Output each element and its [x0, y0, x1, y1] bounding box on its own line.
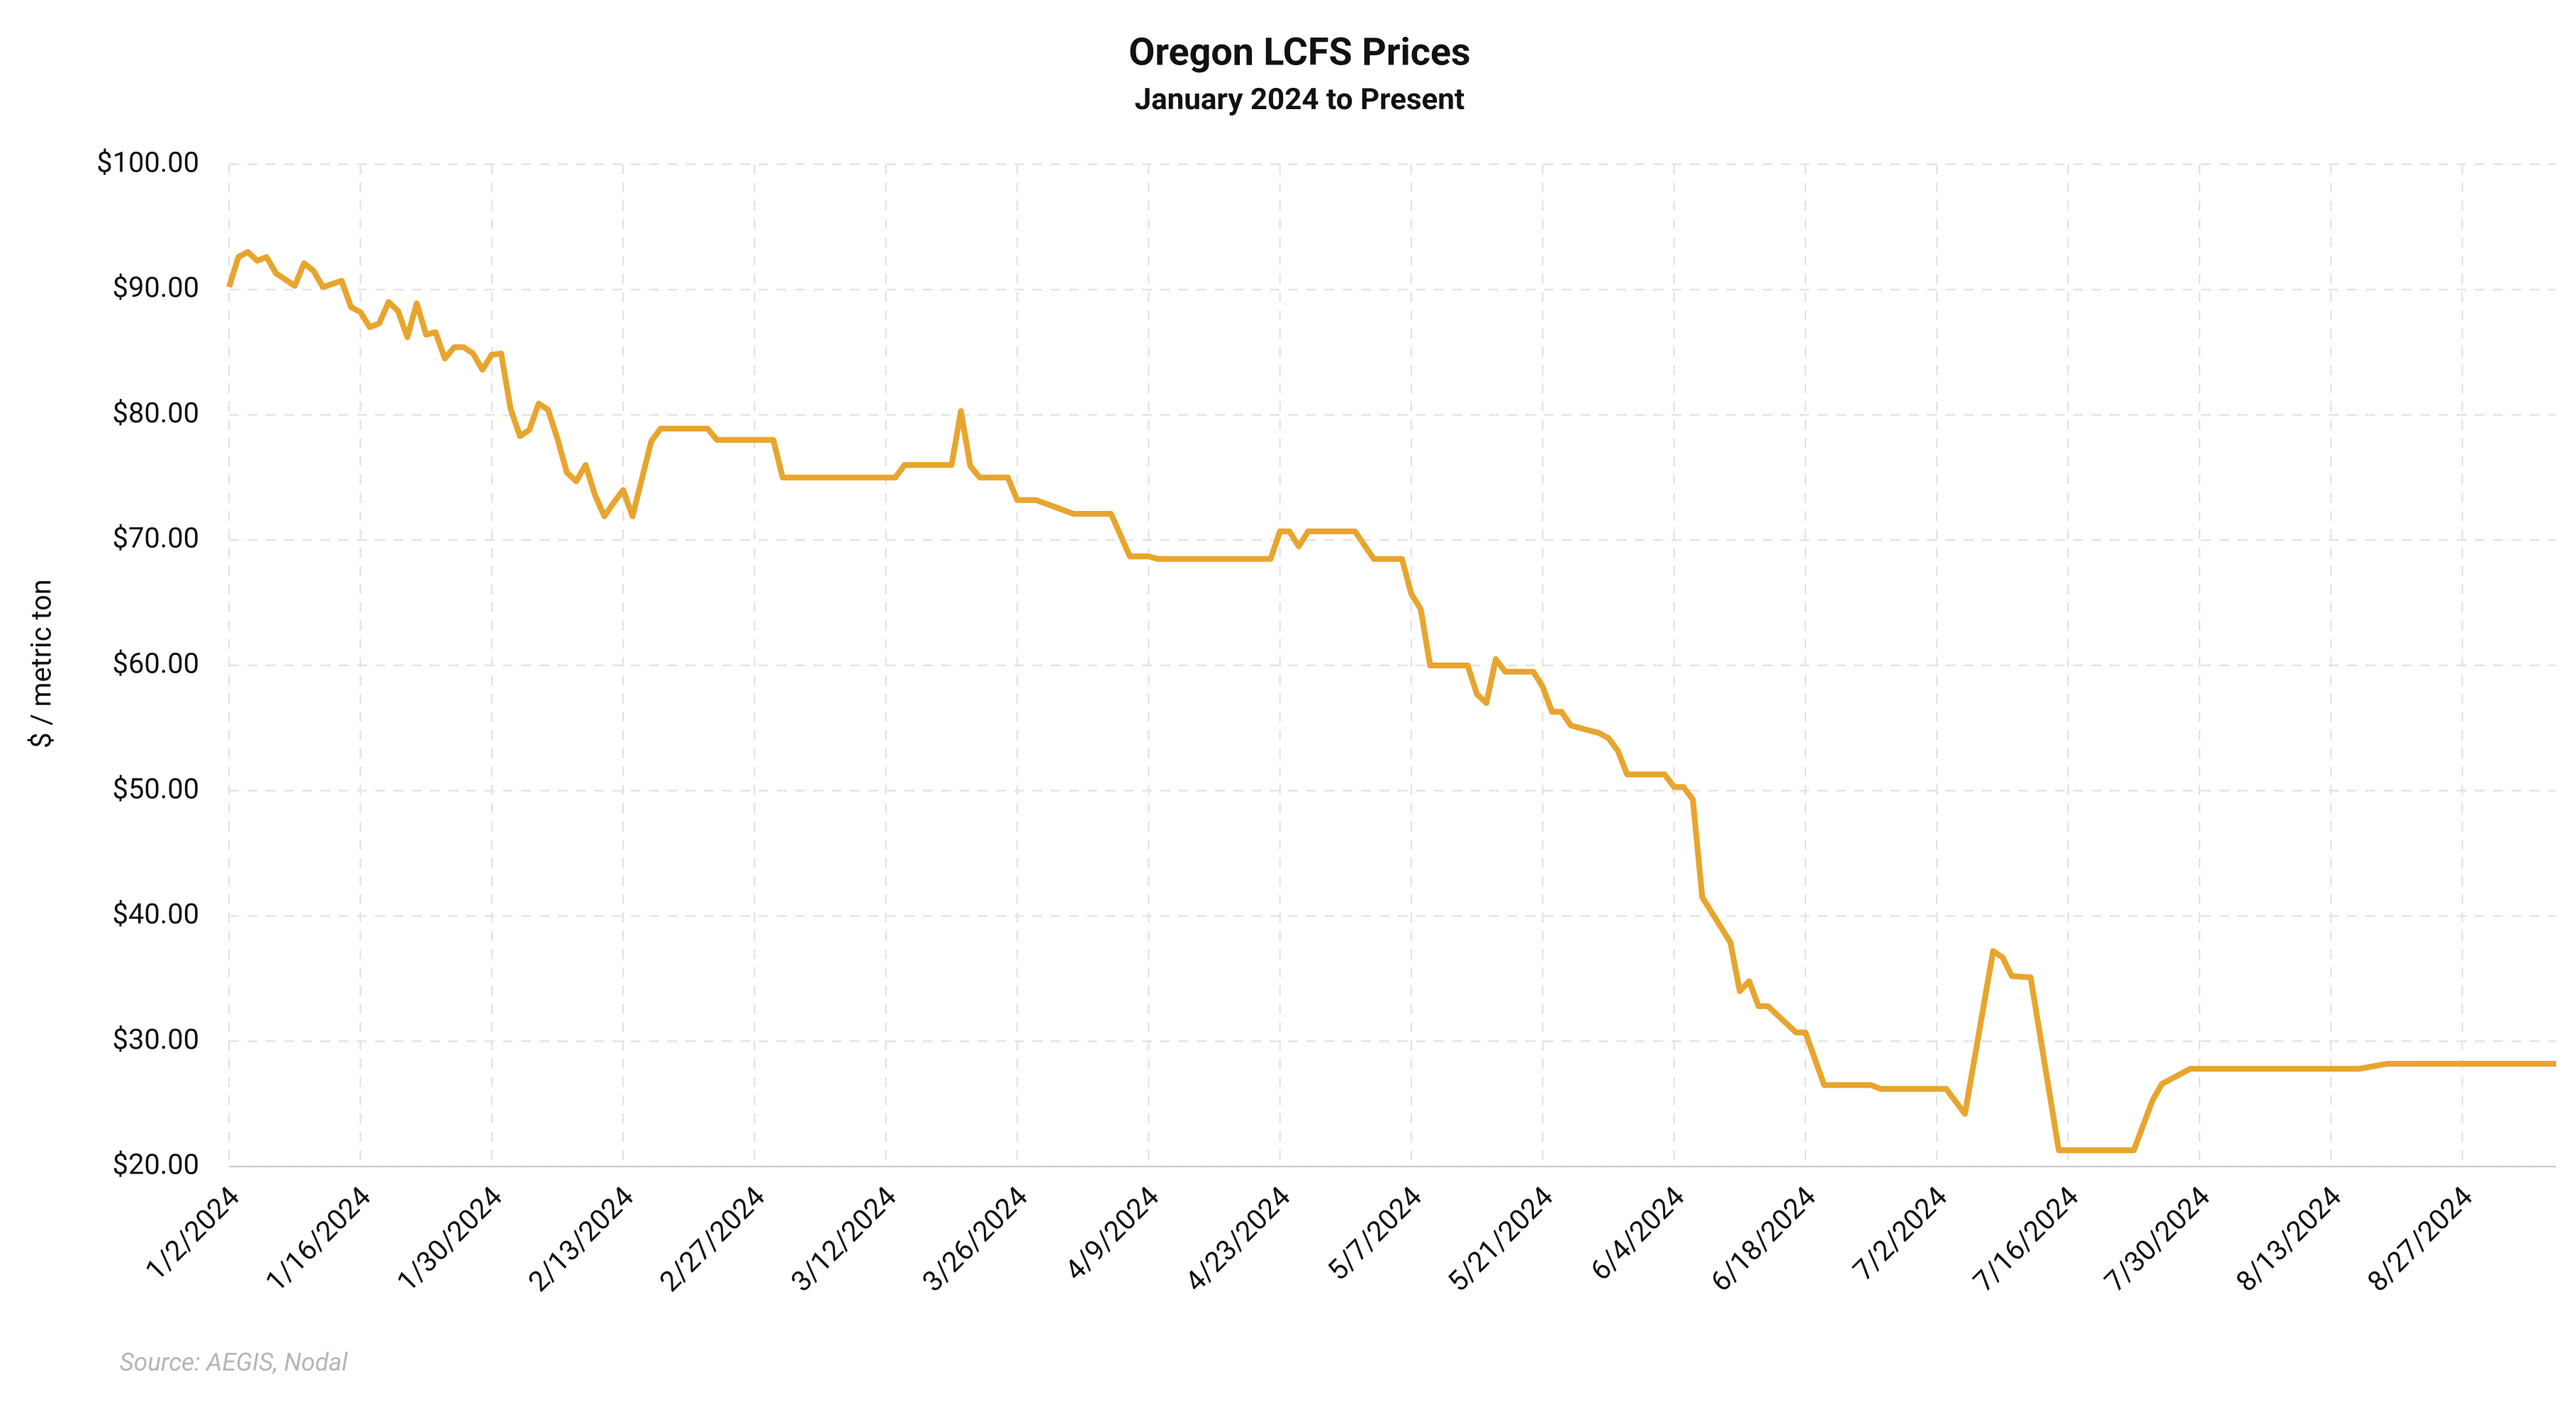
y-tick-label: $70.00 [113, 522, 199, 555]
x-tick-label: 5/21/2024 [1441, 1180, 1559, 1298]
x-tick-label: 1/16/2024 [259, 1180, 377, 1298]
x-tick-label: 1/30/2024 [390, 1180, 508, 1298]
y-axis-label: $ / metric ton [24, 579, 57, 748]
y-tick-label: $50.00 [113, 772, 199, 805]
y-tick-label: $60.00 [113, 646, 199, 680]
source-note: Source: AEGIS, Nodal [120, 1347, 349, 1377]
x-tick-label: 1/2/2024 [139, 1180, 246, 1287]
x-tick-label: 7/16/2024 [1966, 1180, 2085, 1298]
y-tick-label: $80.00 [113, 396, 199, 429]
chart-title: Oregon LCFS Prices [1129, 30, 1470, 75]
x-tick-label: 2/13/2024 [522, 1180, 640, 1298]
x-tick-label: 6/18/2024 [1704, 1180, 1822, 1298]
x-tick-label: 5/7/2024 [1321, 1180, 1428, 1287]
y-tick-label: $90.00 [113, 271, 199, 304]
x-tick-label: 7/30/2024 [2098, 1180, 2217, 1298]
x-tick-label: 6/4/2024 [1584, 1180, 1691, 1287]
chart-subtitle: January 2024 to Present [1135, 82, 1465, 117]
y-tick-label: $30.00 [113, 1023, 199, 1056]
y-tick-label: $20.00 [113, 1148, 199, 1181]
x-tick-label: 7/2/2024 [1847, 1180, 1954, 1287]
grid [228, 163, 2556, 1168]
ticks: $20.00 $30.00 $40.00 $50.00 $60.00 $70.00 $80.… [96, 145, 2479, 1298]
x-tick-label: 3/12/2024 [784, 1180, 902, 1298]
y-tick-label: $100.00 [96, 145, 199, 179]
price-line [226, 249, 2556, 1154]
x-tick-label: 2/27/2024 [653, 1180, 771, 1298]
x-tick-label: 8/27/2024 [2361, 1180, 2479, 1298]
y-tick-label: $40.00 [113, 897, 199, 930]
marks [226, 249, 2556, 1154]
x-tick-label: 8/13/2024 [2229, 1180, 2348, 1298]
x-tick-label: 4/9/2024 [1058, 1180, 1165, 1287]
x-tick-label: 3/26/2024 [916, 1180, 1034, 1298]
x-tick-label: 4/23/2024 [1178, 1180, 1297, 1298]
